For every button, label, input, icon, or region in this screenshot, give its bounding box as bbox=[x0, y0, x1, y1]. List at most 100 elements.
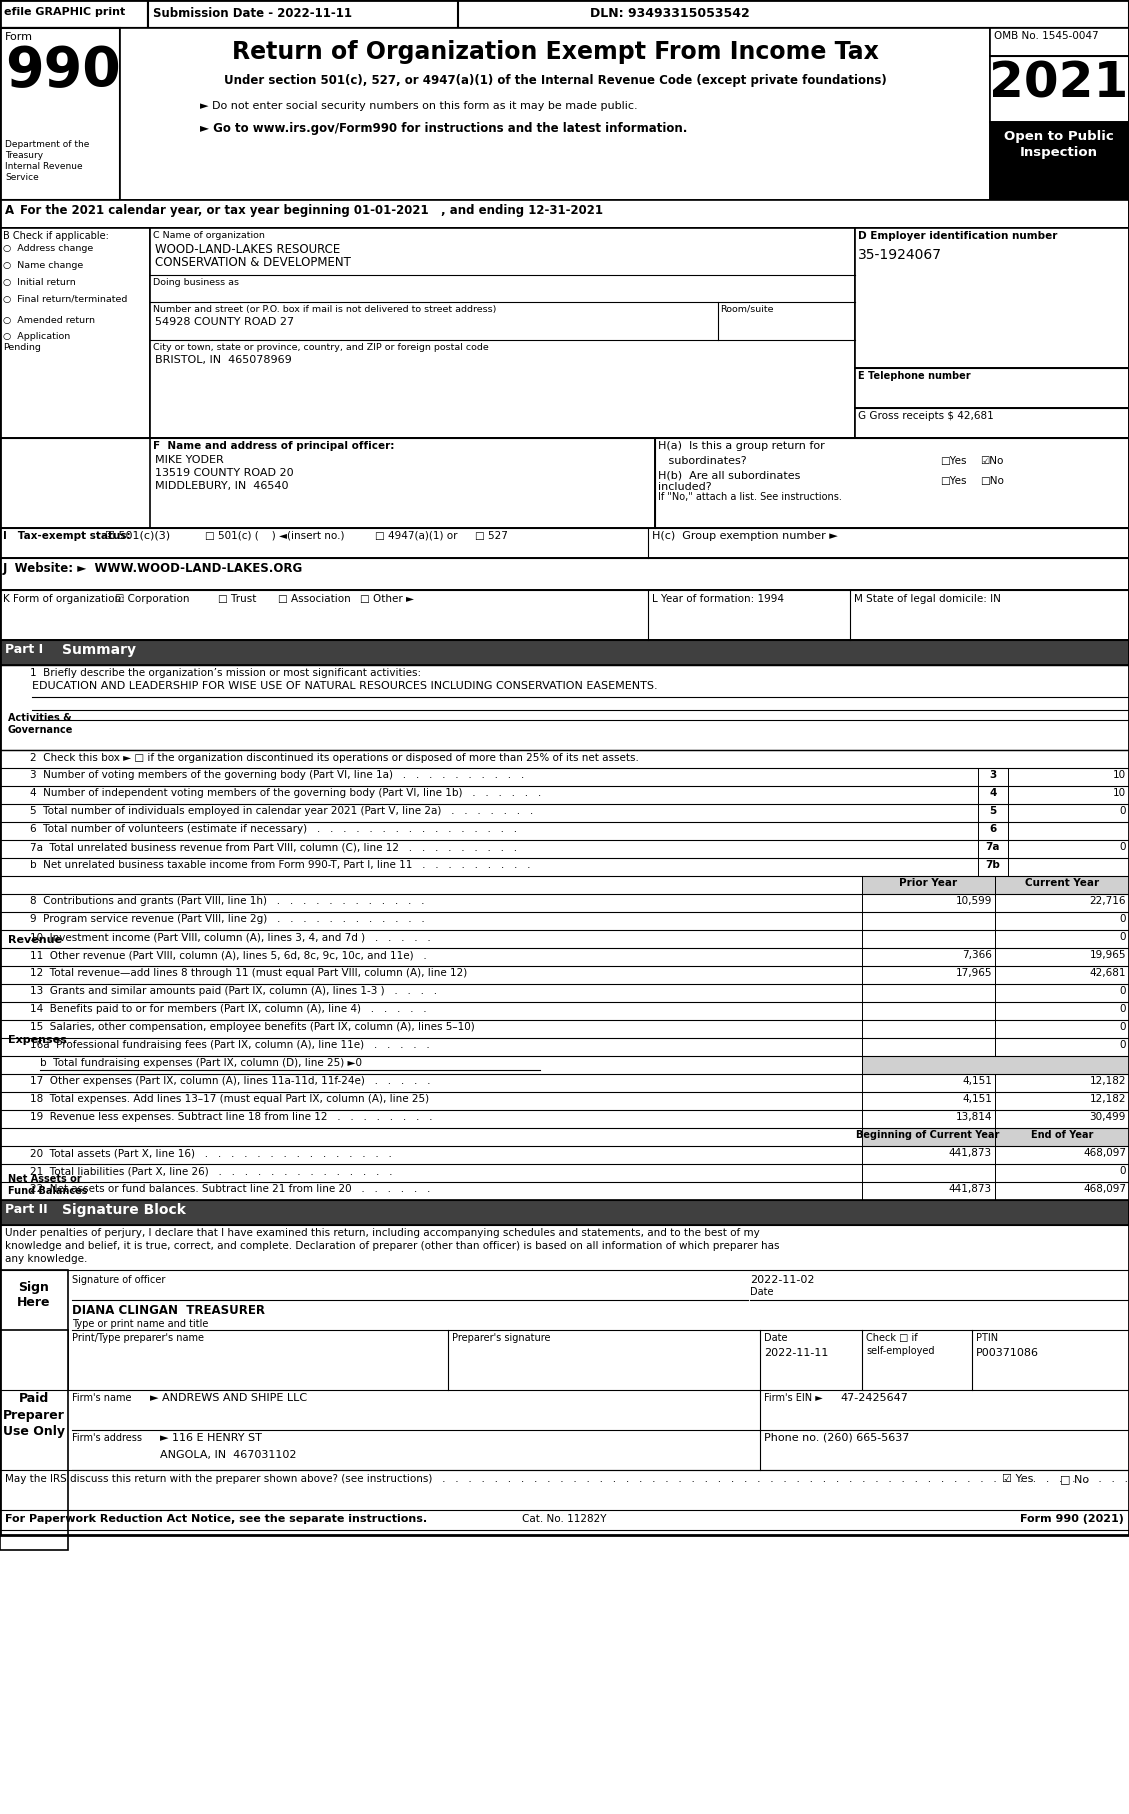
Bar bbox=[0, 0, 148, 27]
Text: 441,873: 441,873 bbox=[948, 1148, 992, 1157]
Bar bbox=[995, 1165, 1129, 1183]
Bar bbox=[0, 437, 1129, 528]
Text: ☑No: ☑No bbox=[980, 455, 1004, 466]
Bar bbox=[995, 876, 1129, 894]
Text: □ 527: □ 527 bbox=[475, 532, 508, 541]
Bar bbox=[120, 27, 990, 200]
Text: Revenue: Revenue bbox=[8, 934, 62, 945]
Bar bbox=[863, 1146, 995, 1165]
Text: CONSERVATION & DEVELOPMENT: CONSERVATION & DEVELOPMENT bbox=[155, 256, 351, 268]
Text: DLN: 93493315053542: DLN: 93493315053542 bbox=[590, 7, 750, 20]
Text: DIANA CLINGAN  TREASURER: DIANA CLINGAN TREASURER bbox=[72, 1304, 265, 1317]
Text: b  Total fundraising expenses (Part IX, column (D), line 25) ►0: b Total fundraising expenses (Part IX, c… bbox=[40, 1058, 362, 1068]
Text: any knowledge.: any knowledge. bbox=[5, 1253, 87, 1264]
Text: Check □ if: Check □ if bbox=[866, 1333, 918, 1342]
Text: Firm's name: Firm's name bbox=[72, 1393, 131, 1402]
Bar bbox=[863, 1038, 995, 1056]
Text: 0: 0 bbox=[1120, 1039, 1126, 1050]
Text: ☑ Corporation: ☑ Corporation bbox=[115, 593, 190, 604]
Text: □ Association: □ Association bbox=[278, 593, 351, 604]
Text: ► ANDREWS AND SHIPE LLC: ► ANDREWS AND SHIPE LLC bbox=[150, 1393, 307, 1402]
Text: Doing business as: Doing business as bbox=[154, 278, 239, 287]
Bar bbox=[1008, 767, 1129, 785]
Text: 12  Total revenue—add lines 8 through 11 (must equal Part VIII, column (A), line: 12 Total revenue—add lines 8 through 11 … bbox=[30, 969, 467, 978]
Text: 13  Grants and similar amounts paid (Part IX, column (A), lines 1-3 )   .   .   : 13 Grants and similar amounts paid (Part… bbox=[30, 987, 437, 996]
Text: 13,814: 13,814 bbox=[955, 1112, 992, 1123]
Bar bbox=[0, 200, 1129, 229]
Text: OMB No. 1545-0047: OMB No. 1545-0047 bbox=[994, 31, 1099, 42]
Text: P00371086: P00371086 bbox=[975, 1348, 1039, 1359]
Text: I   Tax-exempt status:: I Tax-exempt status: bbox=[3, 532, 131, 541]
Bar bbox=[978, 767, 1008, 785]
Bar bbox=[978, 804, 1008, 822]
Bar bbox=[863, 949, 995, 967]
Text: efile GRAPHIC print: efile GRAPHIC print bbox=[5, 7, 125, 16]
Text: 12,182: 12,182 bbox=[1089, 1094, 1126, 1105]
Bar bbox=[0, 640, 1129, 666]
Text: Preparer's signature: Preparer's signature bbox=[452, 1333, 551, 1342]
Bar bbox=[0, 27, 120, 200]
Text: subordinates?: subordinates? bbox=[658, 455, 746, 466]
Text: 6  Total number of volunteers (estimate if necessary)   .   .   .   .   .   .   : 6 Total number of volunteers (estimate i… bbox=[30, 824, 517, 834]
Text: 4,151: 4,151 bbox=[962, 1076, 992, 1087]
Bar bbox=[150, 437, 655, 528]
Text: Under penalties of perjury, I declare that I have examined this return, includin: Under penalties of perjury, I declare th… bbox=[5, 1228, 760, 1237]
Text: 10,599: 10,599 bbox=[955, 896, 992, 905]
Text: 21  Total liabilities (Part X, line 26)   .   .   .   .   .   .   .   .   .   . : 21 Total liabilities (Part X, line 26) .… bbox=[30, 1166, 393, 1175]
Bar bbox=[995, 967, 1129, 983]
Bar bbox=[0, 804, 978, 822]
Bar bbox=[148, 0, 458, 27]
Text: □ 501(c) (    ) ◄(insert no.): □ 501(c) ( ) ◄(insert no.) bbox=[205, 532, 344, 541]
Bar bbox=[863, 1056, 1129, 1074]
Bar bbox=[978, 840, 1008, 858]
Bar bbox=[863, 1128, 995, 1146]
Bar bbox=[0, 822, 978, 840]
Bar bbox=[995, 1019, 1129, 1038]
Text: D Employer identification number: D Employer identification number bbox=[858, 230, 1058, 241]
Text: ANGOLA, IN  467031102: ANGOLA, IN 467031102 bbox=[160, 1449, 297, 1460]
Text: □ Trust: □ Trust bbox=[218, 593, 256, 604]
Bar bbox=[995, 1128, 1129, 1146]
Bar bbox=[0, 229, 1129, 437]
Bar bbox=[863, 1019, 995, 1038]
Text: □No: □No bbox=[980, 475, 1004, 486]
Bar bbox=[0, 0, 1129, 27]
Text: ○  Address change: ○ Address change bbox=[3, 245, 94, 252]
Bar bbox=[995, 1074, 1129, 1092]
Text: PTIN: PTIN bbox=[975, 1333, 998, 1342]
Text: 11  Other revenue (Part VIII, column (A), lines 5, 6d, 8c, 9c, 10c, and 11e)   .: 11 Other revenue (Part VIII, column (A),… bbox=[30, 951, 427, 960]
Bar bbox=[863, 1001, 995, 1019]
Text: Sign
Here: Sign Here bbox=[17, 1281, 51, 1310]
Text: Department of the
Treasury
Internal Revenue
Service: Department of the Treasury Internal Reve… bbox=[5, 140, 89, 181]
Bar bbox=[863, 1110, 995, 1128]
Text: ○  Name change: ○ Name change bbox=[3, 261, 84, 270]
Text: 19,965: 19,965 bbox=[1089, 951, 1126, 960]
Bar bbox=[995, 1183, 1129, 1201]
Text: ► Do not enter social security numbers on this form as it may be made public.: ► Do not enter social security numbers o… bbox=[200, 102, 638, 111]
Bar bbox=[0, 559, 1129, 590]
Bar bbox=[978, 858, 1008, 876]
Text: Firm's EIN ►: Firm's EIN ► bbox=[764, 1393, 823, 1402]
Text: □Yes: □Yes bbox=[940, 455, 966, 466]
Bar bbox=[978, 785, 1008, 804]
Bar bbox=[863, 912, 995, 931]
Text: 2021: 2021 bbox=[989, 60, 1129, 109]
Bar bbox=[990, 56, 1129, 122]
Text: 19  Revenue less expenses. Subtract line 18 from line 12   .   .   .   .   .   .: 19 Revenue less expenses. Subtract line … bbox=[30, 1112, 432, 1123]
Bar bbox=[1008, 822, 1129, 840]
Bar bbox=[995, 931, 1129, 949]
Bar bbox=[863, 1092, 995, 1110]
Bar bbox=[995, 949, 1129, 967]
Bar bbox=[863, 931, 995, 949]
Text: Return of Organization Exempt From Income Tax: Return of Organization Exempt From Incom… bbox=[231, 40, 878, 63]
Text: 17  Other expenses (Part IX, column (A), lines 11a-11d, 11f-24e)   .   .   .   .: 17 Other expenses (Part IX, column (A), … bbox=[30, 1076, 430, 1087]
Text: 468,097: 468,097 bbox=[1083, 1185, 1126, 1194]
Text: A For the 2021 calendar year, or tax year beginning 01-01-2021   , and ending 12: A For the 2021 calendar year, or tax yea… bbox=[5, 203, 603, 218]
Text: 17,965: 17,965 bbox=[955, 969, 992, 978]
Text: b  Net unrelated business taxable income from Form 990-T, Part I, line 11   .   : b Net unrelated business taxable income … bbox=[30, 860, 531, 871]
Bar bbox=[150, 229, 855, 437]
Text: K Form of organization:: K Form of organization: bbox=[3, 593, 124, 604]
Text: 0: 0 bbox=[1120, 1003, 1126, 1014]
Text: Form 990 (2021): Form 990 (2021) bbox=[1021, 1515, 1124, 1524]
Text: M State of legal domicile: IN: M State of legal domicile: IN bbox=[854, 593, 1001, 604]
